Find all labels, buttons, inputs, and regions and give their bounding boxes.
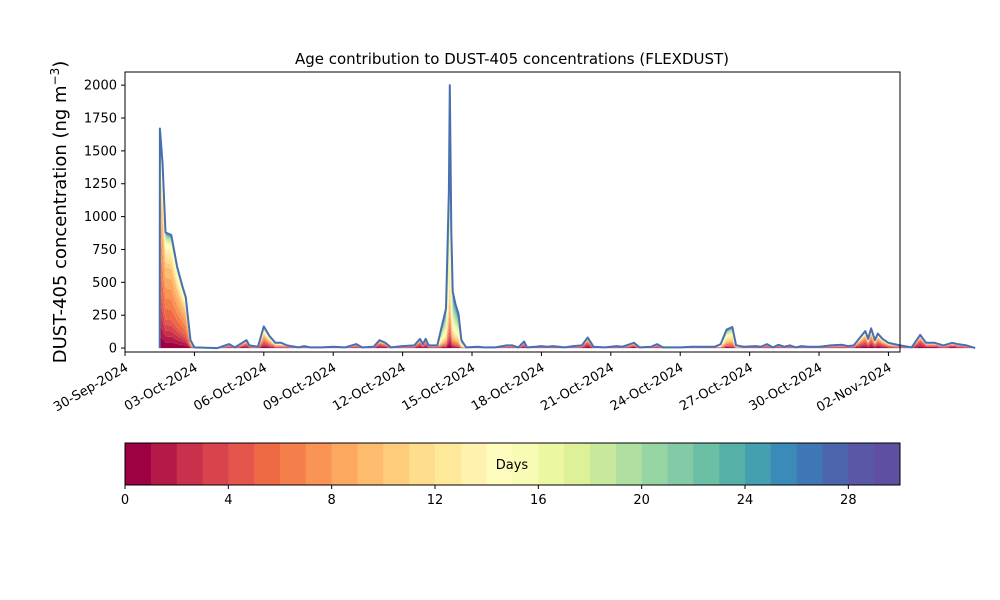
y-tick-label: 0	[109, 342, 117, 357]
age-bands	[159, 85, 976, 349]
colorbar-tick-label: 4	[224, 493, 232, 508]
colorbar-bin	[150, 443, 178, 485]
age-band-3	[159, 304, 976, 349]
age-band-14	[159, 150, 976, 349]
age-band-11	[159, 176, 976, 349]
colorbar-bin	[331, 443, 358, 485]
age-band-16	[159, 145, 976, 349]
y-tick-label: 750	[92, 243, 117, 258]
colorbar-bin	[460, 443, 488, 485]
age-band-26	[159, 100, 976, 349]
age-band-18	[159, 139, 976, 349]
x-tick-label: 09-Oct-2024	[261, 360, 339, 414]
colorbar-bin	[512, 443, 539, 485]
colorbar-bin	[125, 443, 152, 485]
colorbar-bin	[719, 443, 746, 485]
colorbar-bin	[667, 443, 694, 485]
colorbar-tick-label: 28	[840, 493, 857, 508]
colorbar-bin	[615, 443, 643, 485]
colorbar-bin	[770, 443, 798, 485]
age-band-19	[159, 137, 976, 349]
colorbar-bin	[874, 443, 901, 485]
age-band-9	[159, 194, 976, 349]
age-band-7	[159, 233, 976, 349]
colorbar-bin	[745, 443, 772, 485]
x-tick-label: 03-Oct-2024	[122, 360, 200, 414]
age-band-24	[159, 111, 976, 349]
age-band-8	[159, 214, 976, 349]
colorbar-bin	[254, 443, 281, 485]
colorbar-bin	[357, 443, 384, 485]
colorbar-bin	[564, 443, 591, 485]
colorbar-bin	[176, 443, 203, 485]
colorbar-bin	[796, 443, 823, 485]
chart-title: Age contribution to DUST-405 concentrati…	[295, 50, 729, 68]
colorbar-bin	[305, 443, 333, 485]
age-band-28	[159, 90, 976, 349]
age-band-22	[159, 132, 976, 349]
age-band-27	[159, 95, 976, 349]
colorbar-bin	[280, 443, 307, 485]
colorbar-bin	[848, 443, 875, 485]
y-tick-label: 250	[92, 309, 117, 324]
colorbar-tick-label: 0	[121, 493, 129, 508]
age-band-20	[159, 136, 976, 349]
colorbar-bin	[202, 443, 229, 485]
y-axis: 0 250 500 750 1000 1250 1500 1750 2000	[84, 79, 125, 357]
age-band-5	[159, 273, 976, 349]
age-band-29	[159, 85, 976, 349]
total-concentration-line	[158, 84, 976, 350]
colorbar-frame	[124, 442, 901, 486]
y-tick-label: 1750	[84, 112, 117, 127]
age-band-12	[159, 168, 976, 349]
y-axis-label: DUST-405 concentration (ng m−3)	[48, 61, 71, 364]
age-band-21	[159, 134, 976, 349]
x-tick-label: 30-Oct-2024	[747, 360, 825, 414]
age-band-23	[159, 122, 976, 349]
colorbar-bin	[590, 443, 617, 485]
x-tick-label: 30-Sep-2024	[51, 360, 131, 415]
x-tick-label: 24-Oct-2024	[608, 360, 686, 414]
x-axis: 30-Sep-202403-Oct-202406-Oct-202409-Oct-…	[51, 352, 894, 415]
colorbar-bin	[693, 443, 720, 485]
colorbar-tick-label: 12	[427, 493, 444, 508]
colorbar-tick-label: 20	[633, 493, 650, 508]
x-tick-label: 27-Oct-2024	[677, 360, 755, 414]
y-tick-label: 1250	[84, 177, 117, 192]
colorbar-bin	[538, 443, 565, 485]
colorbar-bin	[409, 443, 436, 485]
y-tick-label: 500	[92, 276, 117, 291]
age-band-4	[159, 293, 976, 349]
colorbar-bin	[435, 443, 462, 485]
x-tick-label: 15-Oct-2024	[400, 360, 478, 414]
y-tick-label: 1500	[84, 144, 117, 159]
age-band-6	[159, 253, 976, 349]
colorbar-tick-label: 8	[328, 493, 336, 508]
colorbar-bin	[383, 443, 410, 485]
y-tick-label: 2000	[84, 79, 117, 94]
colorbar-bin	[228, 443, 255, 485]
x-tick-label: 21-Oct-2024	[538, 360, 616, 414]
colorbar-tick-label: 16	[530, 493, 547, 508]
colorbar-ticks: 0 4 8 12 16 20 24 28	[121, 485, 857, 508]
x-tick-label: 06-Oct-2024	[191, 360, 269, 414]
age-band-17	[159, 142, 976, 349]
plot-frame	[124, 71, 901, 353]
colorbar-bin	[822, 443, 849, 485]
colorbar	[125, 443, 901, 485]
age-band-15	[159, 147, 976, 349]
x-tick-label: 18-Oct-2024	[469, 360, 547, 414]
colorbar-bin	[486, 443, 513, 485]
age-band-10	[159, 185, 976, 349]
total-line	[158, 84, 976, 350]
colorbar-tick-label: 24	[737, 493, 754, 508]
x-tick-label: 02-Nov-2024	[814, 360, 894, 415]
age-band-25	[159, 106, 976, 349]
age-band-13	[159, 159, 976, 349]
x-tick-label: 12-Oct-2024	[330, 360, 408, 414]
colorbar-bin	[641, 443, 668, 485]
colorbar-label: Days	[496, 458, 529, 473]
y-tick-label: 1000	[84, 210, 117, 225]
